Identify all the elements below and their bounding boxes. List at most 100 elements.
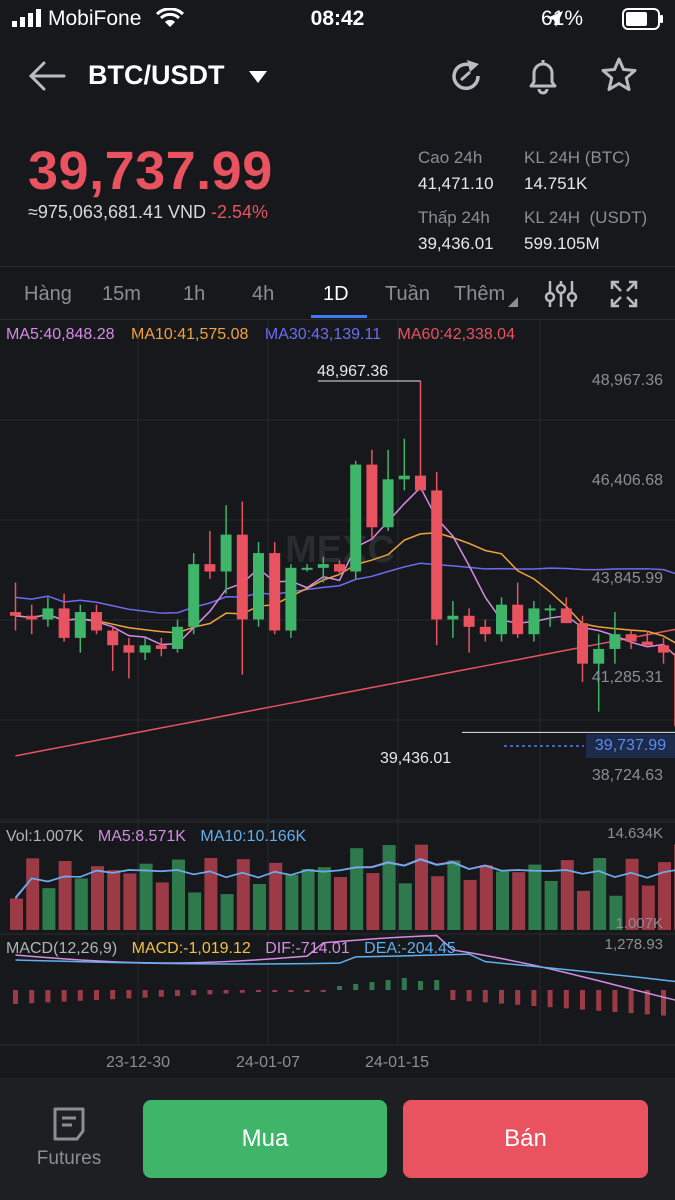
yaxis-label-2: 46,406.68 <box>591 472 663 489</box>
macd-bar <box>304 990 310 992</box>
candle-body <box>155 645 167 649</box>
dea-value: DEA:-204.45 <box>364 940 456 957</box>
vol-ma10: MA10:10.166K <box>200 828 307 845</box>
macd-bar <box>126 990 132 999</box>
stat-vol-btc: KL 24H (BTC) 14.751K <box>524 148 630 194</box>
macd-bar <box>256 990 261 992</box>
location-icon <box>547 11 563 27</box>
last-price-value: 39,737.99 <box>28 141 273 201</box>
candle-body <box>415 475 426 491</box>
battery-percent: 61% <box>540 7 583 30</box>
macd-bar <box>94 990 99 1000</box>
tab-1h[interactable]: 1h <box>183 283 206 305</box>
stat-low-value: 39,436.01 <box>418 234 494 253</box>
caret-down-icon[interactable] <box>248 70 268 84</box>
ma5-value: MA5:40,848.28 <box>6 326 115 343</box>
macd-bar <box>142 990 148 998</box>
hilo-markers <box>318 380 675 733</box>
tab-them[interactable]: Thêm <box>454 283 506 305</box>
futures-button[interactable]: Futures <box>24 1106 114 1170</box>
candle-body <box>269 553 281 631</box>
macd-bar <box>77 990 83 1001</box>
stat-vol-usdt-label: KL 24H (USDT) <box>524 208 648 227</box>
volume-bar <box>58 861 72 930</box>
volume-bar <box>382 845 396 930</box>
candle-body <box>528 608 540 635</box>
futures-label: Futures <box>36 1148 102 1169</box>
volume-bar <box>123 873 137 930</box>
volume-bar <box>641 885 655 930</box>
macd-bar <box>191 990 197 996</box>
volume-bar <box>26 858 40 930</box>
indicator-settings-icon[interactable] <box>544 279 578 309</box>
volume-bar <box>74 878 88 930</box>
tab-hang[interactable]: Hàng <box>24 283 72 305</box>
bell-icon[interactable] <box>524 56 562 96</box>
macd-bar <box>612 990 618 1012</box>
macd-bar <box>531 990 537 1006</box>
macd-bar <box>272 990 278 992</box>
stat-vol-btc-value: 14.751K <box>524 174 588 193</box>
tab-4h[interactable]: 4h <box>252 283 275 305</box>
candle-body <box>593 648 605 664</box>
stat-low-label: Thấp 24h <box>418 208 490 227</box>
macd-bar <box>499 990 504 1004</box>
volume-bar <box>334 877 347 930</box>
pair-title[interactable]: BTC/USDT <box>88 60 225 90</box>
stat-vol-btc-label: KL 24H (BTC) <box>524 148 631 167</box>
macd-bar <box>385 980 391 990</box>
star-icon[interactable] <box>600 56 638 94</box>
volume-bar <box>236 859 250 930</box>
macd-bar <box>45 990 51 1003</box>
low-marker-label: 39,436.01 <box>380 750 452 767</box>
macd-bar <box>223 990 229 994</box>
back-arrow-icon[interactable] <box>28 60 66 92</box>
volume-bar <box>139 863 153 930</box>
date-label-1: 23-12-30 <box>106 1054 171 1071</box>
candle-body <box>382 479 394 528</box>
volume-bar <box>220 894 234 930</box>
vol-max-label: 14.634K <box>607 825 663 842</box>
candle-body <box>431 490 443 620</box>
active-tab-underline <box>311 315 367 318</box>
carrier-name: MobiFone <box>48 7 142 30</box>
candle-body <box>447 615 459 620</box>
volume-bar <box>317 867 331 930</box>
tab-15m[interactable]: 15m <box>102 283 141 305</box>
volume-bar <box>188 892 202 930</box>
macd-bar <box>580 990 585 1010</box>
macd-bar <box>13 990 18 1004</box>
macd-bar <box>563 990 569 1009</box>
candle-body <box>123 645 135 653</box>
candlestick-chart[interactable]: MEXC <box>0 320 675 1078</box>
macd-value: MACD:-1,019.12 <box>131 940 251 957</box>
fullscreen-icon[interactable] <box>610 280 638 308</box>
date-label-2: 24-01-07 <box>236 1054 301 1071</box>
macd-bar <box>353 984 359 990</box>
refresh-icon[interactable] <box>448 58 484 94</box>
volume-bar <box>560 860 574 930</box>
candle-body <box>317 564 329 568</box>
buy-button[interactable]: Mua <box>143 1100 387 1178</box>
yaxis-label-4: 41,285.31 <box>591 669 663 686</box>
macd-bar <box>596 990 602 1011</box>
macd-bar <box>628 990 634 1014</box>
macd-bar <box>661 990 666 1016</box>
volume-bars <box>10 844 675 930</box>
macd-bars <box>13 978 666 1016</box>
sell-button[interactable]: Bán <box>403 1100 648 1178</box>
volume-bar <box>544 880 558 930</box>
app-header: BTC/USDT <box>0 48 675 108</box>
tab-1d[interactable]: 1D <box>323 283 349 305</box>
volume-bar <box>496 871 509 930</box>
volume-bar <box>285 874 299 930</box>
volume-bar <box>42 888 56 930</box>
candle-body <box>658 645 669 653</box>
macd-bar <box>450 990 456 1000</box>
tab-tuan[interactable]: Tuần <box>385 283 430 305</box>
candle-body <box>463 615 475 627</box>
macd-bar <box>466 990 472 1002</box>
volume-bar <box>463 879 477 930</box>
volume-bar <box>91 866 104 930</box>
battery-icon <box>622 8 663 30</box>
